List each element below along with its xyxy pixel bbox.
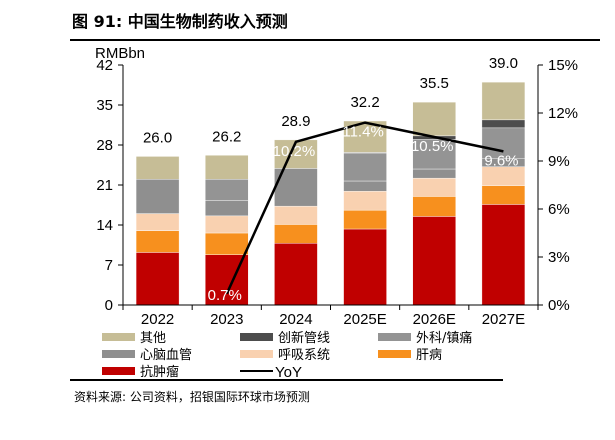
- total-label: 39.0: [489, 55, 518, 72]
- y-tick-label: 7: [105, 257, 113, 274]
- x-tick-label: 2026E: [413, 311, 456, 328]
- bar-segment: [135, 213, 180, 231]
- total-label: 26.2: [212, 128, 241, 145]
- legend-label: 心脑血管: [140, 348, 192, 363]
- legend-label: 其他: [140, 331, 166, 346]
- y-tick-label: 28: [96, 137, 113, 154]
- yoy-label: 9.6%: [484, 152, 518, 169]
- bar-segment: [135, 179, 180, 214]
- bar-segment: [135, 230, 180, 253]
- y-tick-label: 42: [96, 57, 113, 74]
- bar-segment: [412, 139, 456, 170]
- y2-tick-label: 3%: [548, 249, 570, 266]
- bar-segment: [205, 215, 249, 234]
- x-tick-label: 2027E: [482, 311, 525, 328]
- y-tick-label: 21: [96, 177, 113, 194]
- bar-segment: [343, 209, 387, 230]
- bar-segment: [481, 119, 526, 129]
- chart-title: 图 91: 中国生物制药收入预测: [72, 12, 288, 31]
- y2-tick-label: 9%: [548, 153, 570, 170]
- x-tick-label: 2023: [210, 311, 243, 328]
- legend-label: 创新管线: [278, 330, 330, 346]
- bar-segment: [481, 127, 526, 159]
- bar-segment: [412, 216, 456, 306]
- legend-swatch: [240, 333, 273, 341]
- x-tick-label: 2022: [141, 311, 174, 328]
- bar-segment: [481, 166, 526, 186]
- y-axis-label: RMBbn: [95, 45, 145, 62]
- total-label: 32.2: [350, 94, 379, 111]
- yoy-label: 11.4%: [342, 124, 383, 141]
- bar-segment: [412, 177, 456, 197]
- bar-segment: [205, 200, 249, 217]
- bar-segment: [205, 232, 249, 255]
- legend-swatch: [240, 350, 273, 358]
- total-label: 26.0: [143, 129, 172, 146]
- y-tick-label: 35: [96, 97, 113, 114]
- y-tick-label: 0: [105, 297, 113, 314]
- bar-segment: [205, 179, 249, 201]
- legend-label: 外科/镇痛: [416, 330, 472, 346]
- bar-segment: [343, 180, 387, 192]
- yoy-label: 10.2%: [273, 143, 316, 160]
- legend-label: 呼吸系统: [278, 348, 330, 363]
- bar-segment: [274, 205, 318, 225]
- bar-segment: [481, 204, 526, 306]
- bar-segment: [274, 243, 318, 306]
- total-label: 28.9: [281, 113, 310, 130]
- y2-tick-label: 15%: [548, 57, 578, 74]
- legend-swatch: [102, 350, 135, 358]
- yoy-label: 0.7%: [208, 287, 242, 304]
- bar-segment: [135, 252, 180, 306]
- bar-segment: [274, 224, 318, 244]
- y2-tick-label: 6%: [548, 201, 570, 218]
- legend-swatch: [102, 367, 135, 375]
- bar-segment: [412, 168, 456, 179]
- legend-label: 肝病: [416, 348, 442, 363]
- y-tick-label: 14: [96, 217, 113, 234]
- bar-segment: [412, 101, 456, 137]
- yoy-line: [225, 121, 504, 295]
- legend-swatch: [102, 333, 135, 341]
- source-note: 资料来源: 公司资料，招银国际环球市场预测: [74, 390, 310, 404]
- legend-swatch: [378, 350, 411, 358]
- bar-segment: [343, 191, 387, 211]
- legend-label: YoY: [275, 364, 302, 381]
- total-label: 35.5: [420, 75, 449, 92]
- bar-segment: [205, 155, 249, 180]
- yoy-label: 10.5%: [411, 138, 454, 155]
- legend-swatch: [378, 333, 411, 341]
- y2-tick-label: 12%: [548, 105, 578, 122]
- legend-label: 抗肿瘤: [140, 364, 179, 380]
- x-tick-label: 2025E: [343, 311, 386, 328]
- bar-segment: [135, 156, 180, 180]
- bar-segment: [481, 81, 526, 121]
- bar-segment: [412, 196, 456, 217]
- bar-segment: [343, 152, 387, 182]
- y2-tick-label: 0%: [548, 297, 570, 314]
- bar-segment: [343, 228, 387, 306]
- x-tick-label: 2024: [279, 311, 312, 328]
- bar-segment: [481, 185, 526, 205]
